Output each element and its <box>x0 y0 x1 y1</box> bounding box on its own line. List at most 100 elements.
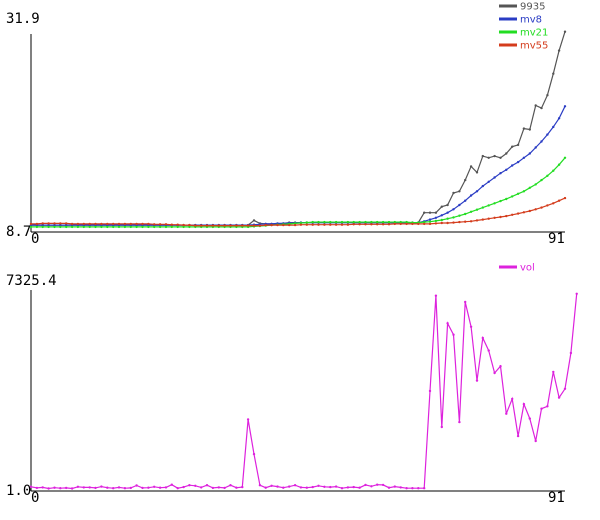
data-point-vol-68 <box>428 389 432 393</box>
data-point-mv8-86 <box>534 146 537 149</box>
data-point-vol-16 <box>123 487 127 490</box>
data-point-vol-61 <box>387 486 391 489</box>
data-point-mv55-51 <box>329 223 332 226</box>
data-point-mv55-78 <box>487 217 490 220</box>
data-point-mv8-70 <box>440 214 443 217</box>
data-point-9935-80 <box>499 156 502 159</box>
data-point-mv8-89 <box>552 125 555 129</box>
data-point-vol-35 <box>235 486 238 489</box>
data-point-mv21-19 <box>141 225 144 229</box>
volume-legend: vol <box>499 263 535 274</box>
data-point-9935-76 <box>475 171 479 174</box>
data-point-vol-31 <box>211 486 215 490</box>
data-point-mv55-10 <box>88 222 91 226</box>
data-point-mv21-54 <box>346 220 350 224</box>
data-point-mv55-19 <box>141 222 144 226</box>
data-point-mv55-35 <box>235 224 238 227</box>
data-point-mv55-64 <box>405 222 408 226</box>
data-point-9935-73 <box>458 190 461 193</box>
data-point-mv21-55 <box>352 220 355 224</box>
data-point-mv8-87 <box>540 140 543 143</box>
data-point-9935-72 <box>452 191 455 195</box>
volume-series-group <box>29 292 578 490</box>
data-point-vol-78 <box>487 349 490 352</box>
data-point-vol-52 <box>334 485 338 488</box>
data-point-mv55-80 <box>499 215 502 219</box>
data-point-vol-67 <box>423 487 426 490</box>
data-point-vol-75 <box>469 325 473 328</box>
data-point-vol-70 <box>440 425 443 429</box>
data-point-vol-18 <box>135 484 138 487</box>
data-point-mv55-67 <box>423 222 426 226</box>
data-point-mv21-83 <box>516 192 520 195</box>
data-point-mv21-61 <box>387 220 391 224</box>
data-point-vol-38 <box>252 452 256 456</box>
data-point-mv55-62 <box>393 222 396 226</box>
data-point-vol-22 <box>158 486 162 489</box>
data-point-mv55-24 <box>170 223 173 226</box>
data-point-vol-14 <box>112 487 115 490</box>
data-point-mv55-59 <box>376 223 379 226</box>
data-point-mv21-84 <box>522 190 526 193</box>
data-point-vol-62 <box>393 485 396 488</box>
data-point-mv8-69 <box>434 216 438 219</box>
data-point-mv21-88 <box>546 174 549 177</box>
data-point-vol-1 <box>35 486 39 490</box>
data-point-mv55-77 <box>481 218 484 221</box>
data-point-mv21-45 <box>293 222 297 225</box>
data-point-vol-93 <box>575 292 578 295</box>
data-point-vol-12 <box>100 485 103 488</box>
data-point-vol-64 <box>405 487 408 490</box>
data-point-vol-47 <box>305 486 308 489</box>
data-point-vol-59 <box>376 483 379 486</box>
data-point-mv55-65 <box>411 222 414 226</box>
data-point-mv55-32 <box>217 224 220 227</box>
data-point-mv8-73 <box>458 203 461 207</box>
data-point-mv21-10 <box>88 225 91 229</box>
data-point-mv8-85 <box>528 152 531 155</box>
data-point-mv21-13 <box>106 225 109 229</box>
data-point-mv21-48 <box>311 220 314 224</box>
data-point-mv21-1 <box>35 225 39 229</box>
data-point-vol-39 <box>258 484 262 487</box>
data-point-9935-91 <box>563 30 567 33</box>
data-point-mv21-74 <box>464 212 467 216</box>
price-y-max-label: 31.9 <box>6 11 40 27</box>
data-point-mv55-31 <box>211 224 215 227</box>
data-point-mv55-39 <box>258 224 262 227</box>
data-point-mv55-88 <box>546 204 549 207</box>
data-point-mv55-61 <box>387 223 391 226</box>
data-point-vol-85 <box>528 417 531 420</box>
data-point-mv21-26 <box>182 225 185 229</box>
data-point-mv21-85 <box>528 186 531 189</box>
data-point-9935-75 <box>469 165 473 168</box>
data-point-mv55-79 <box>493 216 496 219</box>
data-point-mv21-51 <box>329 220 332 224</box>
data-point-9935-69 <box>434 211 438 214</box>
data-point-vol-26 <box>182 485 185 489</box>
data-point-mv21-5 <box>59 225 62 229</box>
data-point-mv55-41 <box>270 223 273 227</box>
data-point-mv21-76 <box>475 208 479 211</box>
data-point-mv21-3 <box>47 225 50 229</box>
data-point-vol-53 <box>340 487 344 490</box>
data-point-mv55-85 <box>528 209 531 213</box>
data-point-mv55-3 <box>47 222 50 225</box>
data-point-9935-74 <box>464 178 467 182</box>
data-point-vol-73 <box>458 420 461 424</box>
data-point-9935-83 <box>516 143 520 147</box>
data-point-vol-49 <box>317 484 320 487</box>
data-point-mv55-84 <box>522 211 526 214</box>
data-point-vol-2 <box>41 486 44 489</box>
data-point-mv55-57 <box>364 223 367 226</box>
legend-label-vol: vol <box>520 263 535 274</box>
data-point-vol-44 <box>288 485 291 488</box>
data-point-mv55-83 <box>516 212 520 215</box>
data-point-9935-77 <box>481 154 484 158</box>
data-point-mv21-63 <box>399 220 402 224</box>
data-point-mv55-2 <box>41 222 44 225</box>
legend-label-mv8: mv8 <box>520 15 542 26</box>
data-point-mv21-82 <box>511 195 514 198</box>
data-point-mv55-52 <box>334 223 338 226</box>
